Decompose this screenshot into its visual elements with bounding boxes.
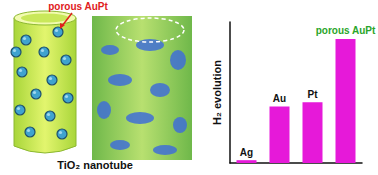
svg-text:H₂ evolution: H₂ evolution xyxy=(211,60,223,125)
svg-text:TiO₂ nanotube: TiO₂ nanotube xyxy=(57,159,133,171)
svg-text:Au: Au xyxy=(273,93,286,104)
svg-text:porous AuPt: porous AuPt xyxy=(316,25,376,36)
svg-text:Ag: Ag xyxy=(240,147,253,158)
svg-text:porous AuPt: porous AuPt xyxy=(48,1,108,12)
svg-text:Pt: Pt xyxy=(308,89,319,100)
